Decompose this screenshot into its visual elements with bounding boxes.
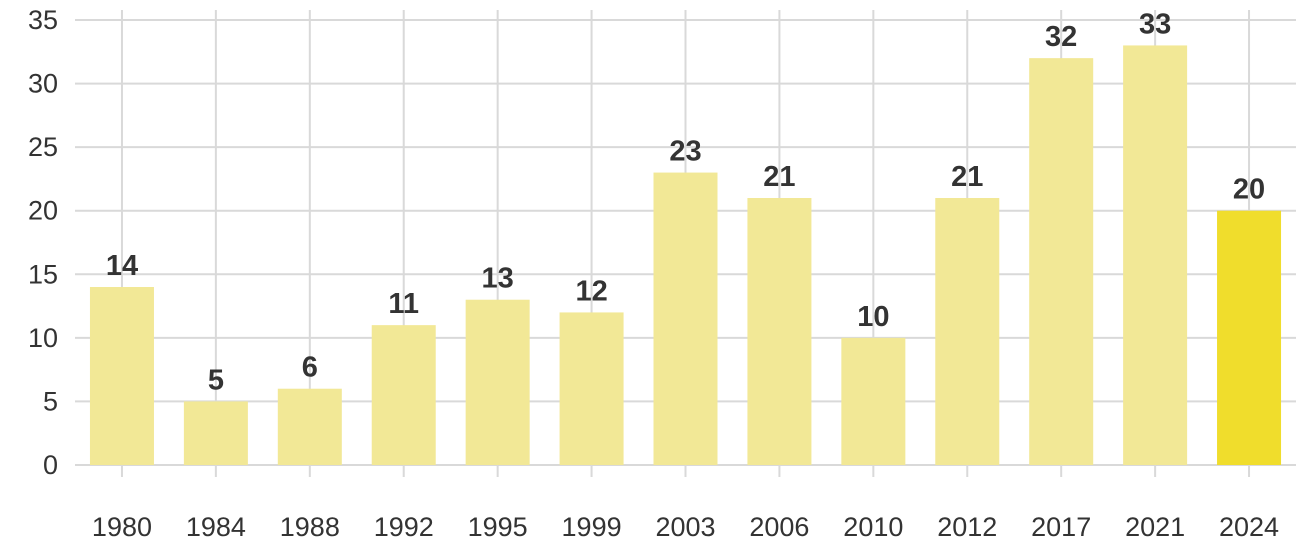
x-tick-label-2010: 2010	[843, 512, 903, 542]
bars	[89, 45, 1282, 466]
bar-2006	[747, 198, 812, 465]
value-label-2012: 21	[951, 161, 983, 193]
bar-2012	[935, 198, 1000, 465]
x-tick-label-1980: 1980	[92, 512, 152, 542]
bar-2003	[653, 172, 718, 466]
value-label-2017: 32	[1045, 21, 1077, 53]
y-tick-label: 30	[28, 69, 58, 99]
bar-1995	[465, 299, 530, 465]
bar-1980	[89, 287, 154, 465]
value-label-2003: 23	[669, 136, 701, 168]
y-tick-label: 15	[28, 259, 58, 289]
value-label-2010: 10	[857, 301, 889, 333]
x-tick-label-2003: 2003	[655, 512, 715, 542]
x-tick-label-2021: 2021	[1125, 512, 1185, 542]
value-label-2006: 21	[763, 161, 795, 193]
bar-1988	[277, 388, 342, 465]
value-label-1980: 14	[106, 250, 138, 282]
value-label-2021: 33	[1139, 8, 1171, 40]
bar-2021	[1123, 45, 1188, 466]
bar-2010	[841, 337, 906, 465]
y-tick-label: 0	[43, 450, 58, 480]
x-axis-ticks: 1980 1984 1988 1992 1995 1999 2003 2006 2010 2012…	[92, 512, 1279, 542]
y-tick-label: 35	[28, 5, 58, 35]
y-axis-ticks: 0 5 10 15 20 25 30 35	[28, 5, 58, 480]
x-tick-label-1984: 1984	[186, 512, 246, 542]
x-tick-label-1988: 1988	[280, 512, 340, 542]
bar-2017	[1029, 58, 1094, 466]
y-tick-label: 25	[28, 132, 58, 162]
x-tick-label-2017: 2017	[1031, 512, 1091, 542]
bar-2024	[1217, 210, 1282, 465]
x-tick-label-2006: 2006	[749, 512, 809, 542]
x-tick-label-2024: 2024	[1219, 512, 1279, 542]
value-label-1984: 5	[208, 364, 224, 396]
bar-1999	[559, 312, 624, 465]
value-label-2024: 20	[1233, 174, 1265, 206]
x-tick-label-1995: 1995	[468, 512, 528, 542]
y-tick-label: 20	[28, 196, 58, 226]
value-label-1999: 12	[575, 275, 607, 307]
bar-1992	[371, 325, 436, 465]
bar-1984	[183, 401, 248, 465]
x-tick-label-2012: 2012	[937, 512, 997, 542]
value-label-1992: 11	[388, 288, 419, 320]
value-label-1995: 13	[482, 263, 514, 295]
value-labels: 14 5 6 11 13 12 23 21 10 21 32 33 20	[106, 8, 1265, 396]
x-tick-label-1992: 1992	[374, 512, 434, 542]
x-tick-label-1999: 1999	[562, 512, 622, 542]
y-tick-label: 5	[43, 386, 58, 416]
y-tick-label: 10	[28, 323, 58, 353]
value-label-1988: 6	[302, 352, 318, 384]
